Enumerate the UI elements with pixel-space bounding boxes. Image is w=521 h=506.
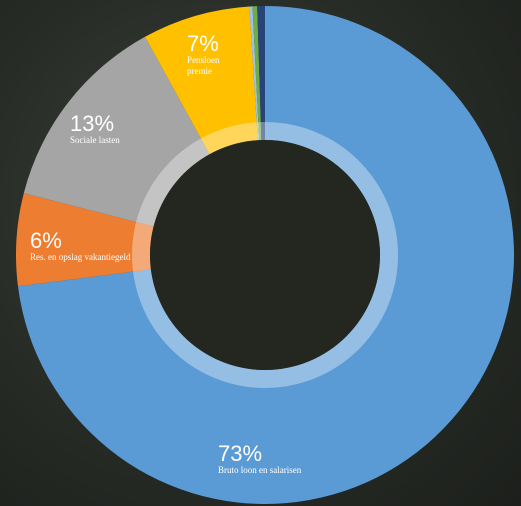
- slice-percent: 7%: [187, 31, 219, 56]
- slice-category: Bruto loon en salarisen: [218, 465, 302, 475]
- donut-hole: [150, 140, 380, 370]
- slice-label: 73% Bruto loon en salarisen: [218, 443, 358, 476]
- slice-category: Res. en opslag vakantiegeld: [30, 252, 131, 262]
- donut-slice: [145, 6, 258, 155]
- slice-category: Sociale lasten: [70, 135, 120, 145]
- slice-label: 7% Pensloen premie: [187, 33, 237, 77]
- donut-slice: [17, 6, 514, 504]
- slice-label: 13% Sociale lasten: [70, 113, 190, 146]
- slice-category: Pensloen premie: [187, 55, 220, 76]
- donut-slice: [252, 6, 262, 141]
- donut-slice: [23, 36, 210, 227]
- inner-ring: [132, 122, 398, 388]
- donut-slice: [16, 193, 154, 287]
- slice-percent: 13%: [70, 111, 115, 136]
- donut-slice: [249, 6, 260, 141]
- donut-slice: [257, 6, 265, 141]
- slice-label: 6% Res. en opslag vakantiegeld: [30, 230, 190, 263]
- slice-percent: 6%: [30, 228, 62, 253]
- slice-percent: 73%: [218, 441, 263, 466]
